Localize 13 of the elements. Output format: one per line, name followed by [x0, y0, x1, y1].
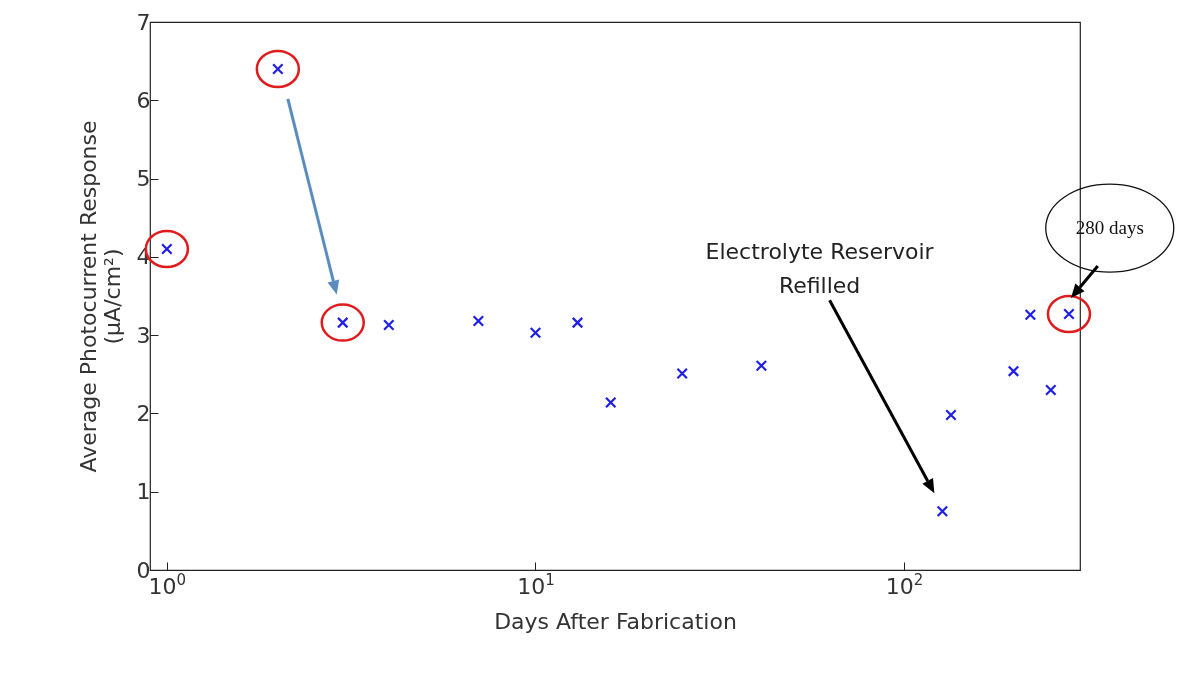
x-axis-title: Days After Fabrication: [494, 608, 737, 634]
y-tick-label: 5: [136, 166, 151, 192]
x-tick-label: 10$^{0}$: [148, 570, 187, 599]
x-tick-label: 10$^{2}$: [885, 570, 924, 599]
y-tick-label: 6: [136, 87, 151, 113]
y-tick-label: 7: [136, 9, 151, 35]
y-tick-label: 2: [136, 400, 151, 426]
y-tick-label: 0: [136, 557, 151, 583]
y-tick-label: 3: [136, 322, 151, 348]
y-axis-title: Average Photocurrent Response (μA/cm²): [75, 120, 125, 473]
annotation: Electrolyte Reservoir Refilled: [705, 239, 935, 299]
y-tick-label: 1: [136, 479, 151, 505]
x-tick-label: 10$^{1}$: [517, 570, 555, 599]
